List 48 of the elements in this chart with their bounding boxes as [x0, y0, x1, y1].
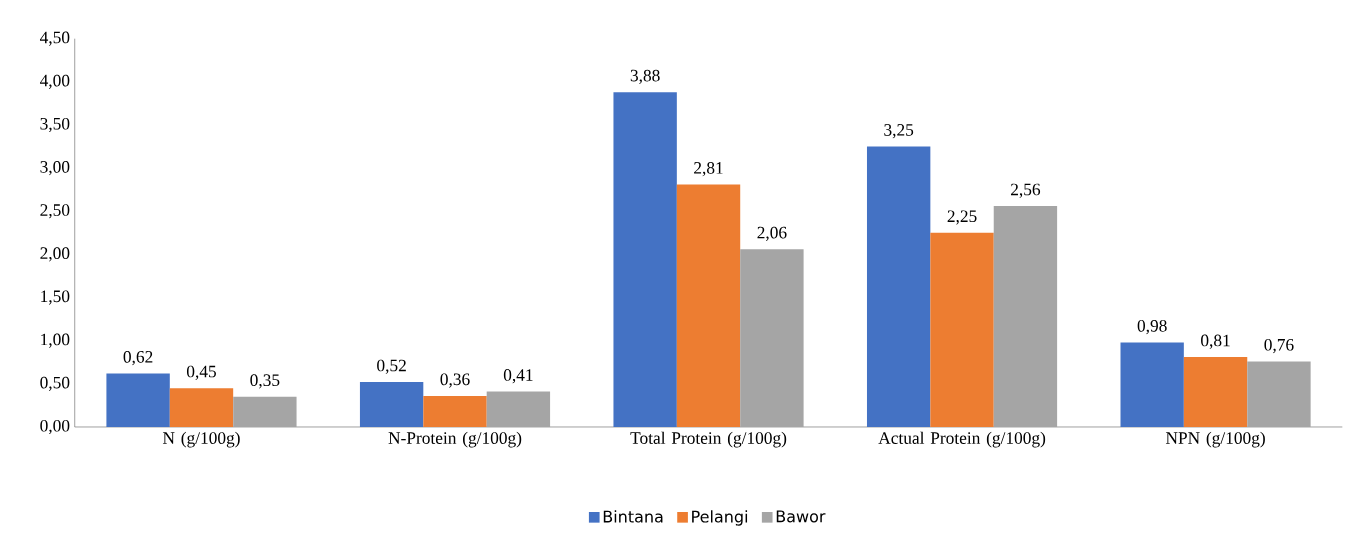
- bar: [866, 146, 931, 428]
- data-label: 0,52: [377, 359, 406, 374]
- x-tick-label: N-Protein (g/100g): [388, 431, 522, 448]
- bar: [1247, 361, 1311, 428]
- data-label: 2,56: [1011, 183, 1041, 198]
- bar: [359, 382, 424, 428]
- bar: [676, 184, 741, 428]
- x-tick-label: Actual Protein (g/100g): [878, 431, 1046, 448]
- data-label: 2,81: [694, 162, 723, 177]
- bar: [740, 249, 804, 428]
- legend-label: Pelangi: [692, 510, 748, 526]
- y-tick-label: 0,50: [40, 376, 70, 392]
- bar: [613, 92, 677, 428]
- bar: [233, 396, 297, 428]
- bar: [486, 391, 551, 428]
- data-label: 3,88: [630, 69, 660, 85]
- bar: [169, 388, 234, 428]
- bar: [106, 373, 170, 428]
- x-tick-label: N (g/100g): [162, 431, 240, 448]
- data-label: 0,76: [1264, 339, 1294, 354]
- data-label: 0,36: [440, 373, 470, 388]
- y-tick-label: 0,00: [40, 420, 70, 435]
- data-label: 0,35: [250, 374, 280, 389]
- y-tick-label: 1,00: [41, 333, 70, 348]
- y-tick-label: 4,00: [39, 74, 70, 90]
- y-tick-label: 3,50: [40, 118, 70, 133]
- bar: [930, 232, 994, 428]
- data-label: 0,81: [1201, 334, 1230, 349]
- data-label: 0,41: [503, 369, 533, 384]
- bar: [1183, 357, 1248, 428]
- data-label: 0,62: [123, 351, 153, 366]
- data-label: 0,98: [1137, 320, 1167, 335]
- y-tick-label: 2,50: [40, 204, 70, 219]
- bar: [1120, 342, 1184, 428]
- y-tick-label: 1,50: [41, 290, 70, 305]
- data-label: 2,06: [757, 226, 787, 242]
- legend-label: Bawor: [776, 510, 826, 523]
- data-label: 0,45: [186, 365, 216, 381]
- x-tick-label: NPN (g/100g): [1165, 431, 1265, 448]
- data-label: 2,25: [947, 210, 977, 225]
- y-tick-label: 3,00: [40, 161, 70, 176]
- x-tick-label: Total Protein (g/100g): [630, 431, 787, 448]
- bar: [423, 396, 487, 428]
- data-label: 3,25: [884, 124, 914, 139]
- legend-label: Bintana: [603, 510, 663, 523]
- y-tick-label: 4,50: [39, 31, 70, 46]
- y-tick-label: 2,00: [40, 247, 70, 262]
- bar: [993, 206, 1058, 428]
